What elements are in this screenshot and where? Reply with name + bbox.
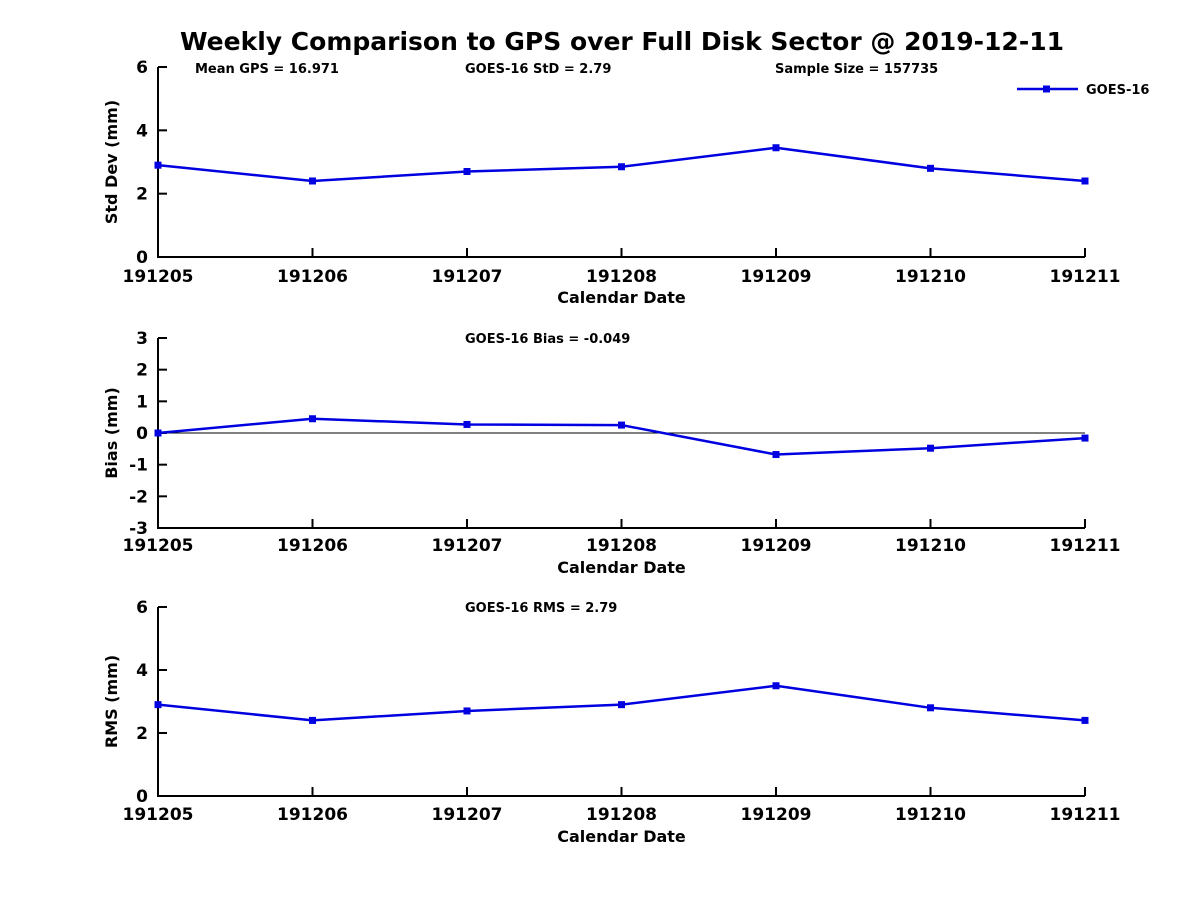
- x-tick-label: 191207: [432, 267, 503, 287]
- y-tick-label: 1: [136, 392, 148, 412]
- y-tick-label: 6: [136, 598, 148, 618]
- y-tick-label: 4: [136, 661, 148, 681]
- x-tick-label: 191206: [277, 536, 348, 556]
- data-point-marker: [927, 164, 934, 172]
- x-tick-label: 191205: [123, 536, 194, 556]
- annotation-text: GOES-16 StD = 2.79: [465, 62, 611, 77]
- x-tick-label: 191208: [586, 536, 657, 556]
- data-point-marker: [772, 144, 780, 152]
- data-point-marker: [154, 161, 162, 169]
- y-axis-label: RMS (mm): [102, 655, 121, 748]
- y-tick-label: 2: [136, 185, 148, 205]
- annotation-text: GOES-16 Bias = -0.049: [465, 332, 630, 347]
- y-tick-label: 0: [136, 787, 148, 807]
- data-point-marker: [309, 716, 316, 724]
- x-tick-label: 191210: [895, 536, 966, 556]
- data-point-marker: [618, 163, 625, 171]
- data-point-marker: [772, 682, 780, 690]
- data-point-marker: [1081, 434, 1089, 442]
- y-tick-label: 6: [136, 58, 148, 78]
- data-point-marker: [309, 415, 316, 423]
- data-point-marker: [463, 420, 471, 428]
- annotation-text: Mean GPS = 16.971: [195, 62, 339, 77]
- y-tick-label: 2: [136, 361, 148, 381]
- data-point-marker: [154, 701, 162, 709]
- y-axis-label: Std Dev (mm): [102, 100, 121, 224]
- x-tick-label: 191209: [741, 267, 812, 287]
- y-tick-label: 4: [136, 121, 148, 141]
- x-tick-label: 191211: [1050, 267, 1121, 287]
- x-tick-label: 191207: [432, 805, 503, 825]
- y-tick-label: 3: [136, 329, 148, 349]
- chart-title: Weekly Comparison to GPS over Full Disk …: [180, 27, 1064, 56]
- x-tick-label: 191205: [123, 267, 194, 287]
- x-tick-label: 191210: [895, 267, 966, 287]
- y-tick-label: 2: [136, 724, 148, 744]
- data-point-marker: [1081, 177, 1089, 185]
- y-axis-label: Bias (mm): [102, 387, 121, 479]
- x-tick-label: 191209: [741, 805, 812, 825]
- data-point-marker: [1081, 716, 1089, 724]
- data-point-marker: [154, 429, 162, 437]
- data-point-marker: [463, 168, 471, 175]
- x-tick-label: 191211: [1050, 805, 1121, 825]
- x-tick-label: 191210: [895, 805, 966, 825]
- data-point-marker: [309, 177, 316, 185]
- data-point-marker: [618, 421, 625, 429]
- x-tick-label: 191205: [123, 805, 194, 825]
- y-tick-label: -3: [129, 519, 148, 539]
- axis-spines: [157, 67, 1085, 258]
- legend: GOES-16: [1017, 83, 1149, 98]
- data-point-marker: [618, 701, 625, 709]
- x-tick-label: 191207: [432, 536, 503, 556]
- data-point-marker: [927, 444, 934, 452]
- y-tick-label: -1: [129, 456, 148, 476]
- y-tick-label: -2: [129, 487, 148, 507]
- data-point-marker: [772, 451, 780, 459]
- x-tick-label: 191208: [586, 267, 657, 287]
- annotation-text: GOES-16 RMS = 2.79: [465, 601, 617, 616]
- x-tick-label: 191209: [741, 536, 812, 556]
- subplot-rms: 0 2 4 6 191205 191206 191207 191208 191209 191210…: [102, 598, 1120, 846]
- annotation-text: Sample Size = 157735: [775, 62, 938, 77]
- subplot-std-dev: 0 2 4 6 191205 191206 191207 191208 191209 191210…: [102, 58, 1120, 307]
- x-tick-label: 191206: [277, 267, 348, 287]
- data-point-marker: [463, 707, 471, 715]
- legend-square-marker-icon: [1043, 85, 1050, 93]
- x-axis-label: Calendar Date: [557, 288, 686, 307]
- x-tick-label: 191206: [277, 805, 348, 825]
- subplot-bias: -3 -2 -1 0 1 2 3 191205 191206 191207 191208 191209…: [102, 329, 1120, 577]
- y-tick-label: 0: [136, 424, 148, 444]
- x-tick-label: 191208: [586, 805, 657, 825]
- data-point-marker: [927, 704, 934, 712]
- x-axis-label: Calendar Date: [557, 558, 686, 577]
- y-tick-label: 0: [136, 248, 148, 268]
- x-tick-label: 191211: [1050, 536, 1121, 556]
- x-axis-label: Calendar Date: [557, 827, 686, 846]
- legend-label: GOES-16: [1086, 83, 1149, 98]
